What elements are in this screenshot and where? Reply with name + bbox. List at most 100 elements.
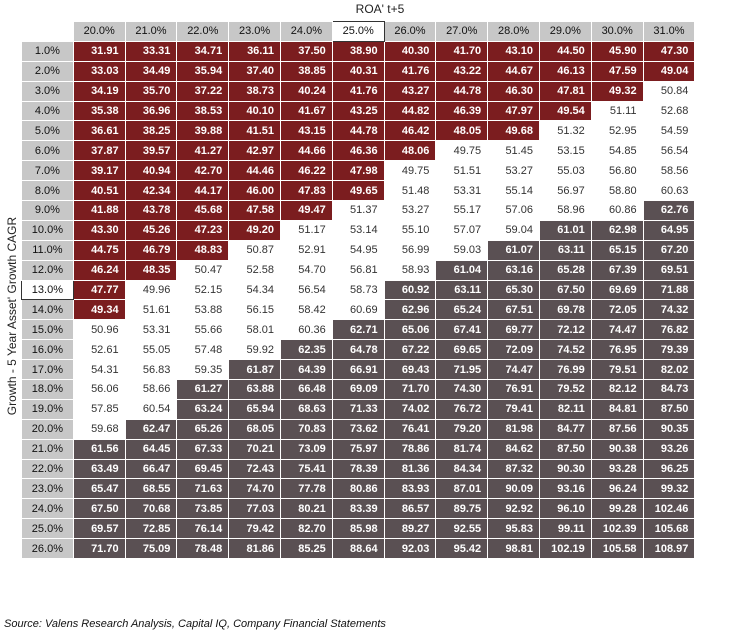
heatmap-cell: 40.24 — [279, 80, 333, 102]
heatmap-cell: 41.51 — [228, 120, 281, 142]
table-row: 22.0% 63.49 66.47 69.45 72.43 75.41 78.39 81.36… — [21, 458, 696, 480]
heatmap-cell: 43.22 — [435, 60, 489, 82]
row-header: 10.0% — [21, 219, 74, 241]
heatmap-cell: 69.09 — [331, 379, 385, 400]
heatmap-cell: 89.75 — [435, 498, 489, 520]
heatmap-cell: 33.31 — [124, 40, 178, 62]
table-row: 19.0% 57.85 60.54 63.24 65.94 68.63 71.33 74.02… — [21, 398, 696, 420]
column-header: 21.0% — [124, 21, 178, 42]
heatmap-cell: 77.03 — [228, 498, 281, 520]
table-row: 24.0% 67.50 70.68 73.85 77.03 80.21 83.39 86.57… — [21, 498, 696, 520]
heatmap-cell: 51.37 — [331, 200, 385, 221]
heatmap-cell: 78.86 — [383, 438, 437, 460]
heatmap-cell: 65.26 — [176, 418, 230, 440]
heatmap-cell: 38.25 — [124, 120, 178, 142]
row-header: 18.0% — [21, 379, 74, 400]
heatmap-cell: 83.39 — [331, 498, 385, 520]
heatmap-cell: 70.68 — [124, 498, 178, 520]
column-header: 30.0% — [590, 21, 644, 42]
heatmap-cell: 88.64 — [331, 538, 385, 560]
heatmap-cell: 52.61 — [72, 339, 126, 361]
heatmap-cell: 40.31 — [331, 60, 385, 82]
heatmap-cell: 50.84 — [642, 80, 696, 102]
table-row: 4.0% 35.38 36.96 38.53 40.10 41.67 43.25 44.82 4… — [21, 100, 696, 122]
heatmap-cell: 66.47 — [124, 458, 178, 480]
heatmap-cell: 68.05 — [228, 418, 281, 440]
heatmap-cell: 54.70 — [279, 259, 333, 281]
heatmap-cell: 80.86 — [331, 478, 385, 500]
heatmap-cell: 36.96 — [124, 100, 178, 122]
heatmap-cell: 50.96 — [72, 319, 126, 341]
row-header: 16.0% — [21, 339, 74, 361]
heatmap-cell: 33.03 — [72, 60, 126, 82]
heatmap-cell: 98.81 — [487, 538, 540, 560]
heatmap-cell: 56.83 — [124, 359, 178, 381]
heatmap-cell: 74.47 — [590, 319, 644, 341]
heatmap-cell: 75.41 — [279, 458, 333, 480]
heatmap-cell: 65.06 — [383, 319, 437, 341]
heatmap-cell: 61.56 — [72, 438, 126, 460]
heatmap-cell: 95.83 — [487, 518, 540, 540]
heatmap-cell: 71.95 — [435, 359, 489, 381]
heatmap-cell: 36.11 — [228, 40, 281, 62]
table-row: 10.0% 43.30 45.26 47.23 49.20 51.17 53.14 55.10… — [21, 219, 696, 241]
heatmap-cell: 51.17 — [279, 219, 333, 241]
heatmap-cell: 81.98 — [487, 418, 540, 440]
heatmap-cell: 51.51 — [435, 160, 489, 182]
heatmap-cell: 44.17 — [176, 180, 230, 202]
column-header: 20.0% — [72, 21, 126, 42]
heatmap-cell: 58.42 — [279, 299, 333, 321]
heatmap-cell: 93.16 — [538, 478, 592, 500]
heatmap-cell: 50.87 — [228, 239, 281, 261]
heatmap-cell: 71.70 — [383, 379, 437, 400]
table-row: 8.0% 40.51 42.34 44.17 46.00 47.83 49.65 51.48 5… — [21, 180, 696, 202]
heatmap-cell: 86.57 — [383, 498, 437, 520]
row-header: 15.0% — [21, 319, 74, 341]
heatmap-cell: 99.11 — [538, 518, 592, 540]
row-header: 12.0% — [21, 259, 74, 281]
heatmap-cell: 96.24 — [590, 478, 644, 500]
heatmap-cell: 55.05 — [124, 339, 178, 361]
row-header: 3.0% — [21, 80, 74, 102]
heatmap-cell: 102.46 — [642, 498, 696, 520]
heatmap-cell: 74.02 — [383, 398, 437, 420]
heatmap-cell: 67.22 — [383, 339, 437, 361]
heatmap-cell: 47.59 — [590, 60, 644, 82]
heatmap-cell: 41.76 — [383, 60, 437, 82]
heatmap-cell: 57.85 — [72, 398, 126, 420]
heatmap-cell: 62.35 — [279, 339, 333, 361]
heatmap-cell: 55.17 — [435, 200, 489, 221]
heatmap-cell: 63.24 — [176, 398, 230, 420]
heatmap-cell: 43.30 — [72, 219, 126, 241]
heatmap-cell: 47.23 — [176, 219, 230, 241]
heatmap-cell: 53.14 — [331, 219, 385, 241]
heatmap-cell: 63.16 — [487, 259, 540, 281]
heatmap-cell: 66.48 — [279, 379, 333, 400]
table-row: 23.0% 65.47 68.55 71.63 74.70 77.78 80.86 83.93… — [21, 478, 696, 500]
heatmap-cell: 49.04 — [642, 60, 696, 82]
table-row: 5.0% 36.61 38.25 39.88 41.51 43.15 44.78 46.42 4… — [21, 120, 696, 142]
heatmap-cell: 69.51 — [642, 259, 696, 281]
heatmap-cell: 76.82 — [642, 319, 696, 341]
heatmap-cell: 65.94 — [228, 398, 281, 420]
heatmap-cell: 74.70 — [228, 478, 281, 500]
heatmap-cell: 45.90 — [590, 40, 644, 62]
heatmap-cell: 37.87 — [72, 140, 126, 162]
heatmap-cell: 87.56 — [590, 418, 644, 440]
heatmap-cell: 67.20 — [642, 239, 696, 261]
heatmap-cell: 48.05 — [435, 120, 489, 142]
heatmap-cell: 44.50 — [538, 40, 592, 62]
table-row: 3.0% 34.19 35.70 37.22 38.73 40.24 41.76 43.27 4… — [21, 80, 696, 102]
heatmap-cell: 51.48 — [383, 180, 437, 202]
heatmap-cell: 40.94 — [124, 160, 178, 182]
column-header: 31.0% — [642, 21, 696, 42]
row-header: 19.0% — [21, 398, 74, 420]
heatmap-cell: 93.26 — [642, 438, 696, 460]
heatmap-cell: 89.27 — [383, 518, 437, 540]
heatmap-cell: 53.88 — [176, 299, 230, 321]
heatmap-cell: 74.52 — [538, 339, 592, 361]
column-header: 29.0% — [538, 21, 592, 42]
heatmap-cell: 47.81 — [538, 80, 592, 102]
column-header: 24.0% — [279, 21, 333, 42]
heatmap-cell: 73.85 — [176, 498, 230, 520]
